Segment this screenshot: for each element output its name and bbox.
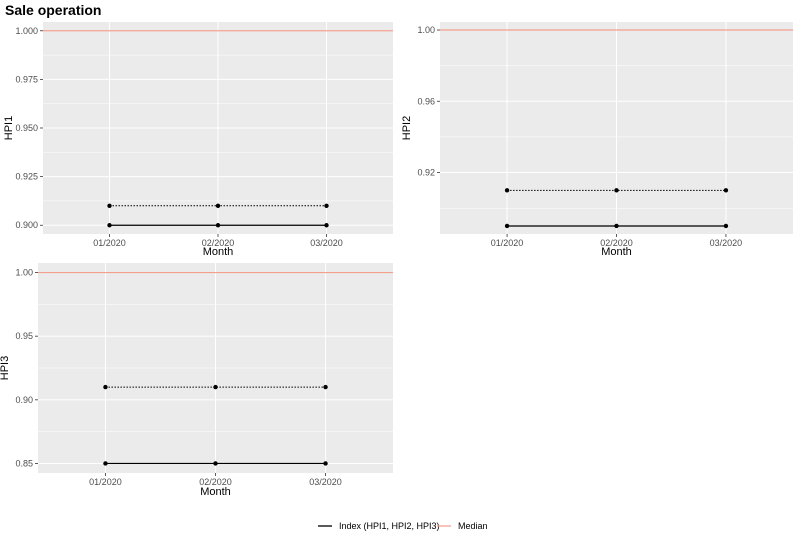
data-point (213, 384, 218, 390)
y-tick-label: 0.96 (417, 96, 435, 106)
legend-label: Index (HPI1, HPI2, HPI3) (339, 521, 440, 531)
data-point (323, 461, 328, 466)
y-tick-label: 0.925 (15, 172, 38, 182)
data-point (723, 223, 729, 229)
data-point (324, 203, 329, 208)
data-point (103, 461, 108, 466)
y-tick-label: 1.00 (15, 268, 33, 278)
legend: Index (HPI1, HPI2, HPI3) Median (318, 521, 488, 531)
x-tick-label: 02/2020 (600, 238, 633, 248)
y-tick-label: 0.92 (417, 168, 435, 178)
x-tick-label: 01/2020 (89, 477, 122, 487)
chart-panel-3: 0.85 0.90 0.95 1.00 01/2020 02/2020 03/2020 Mon… (0, 263, 393, 498)
y-axis-title: HPI2 (401, 116, 413, 140)
x-tick-label: 02/2020 (199, 477, 232, 487)
data-point (107, 203, 112, 208)
x-tick-label: 03/2020 (310, 238, 343, 248)
figure-title: Sale operation (5, 2, 101, 18)
legend-item: Index (HPI1, HPI2, HPI3) (318, 521, 440, 531)
data-point (323, 384, 328, 390)
data-point (324, 223, 329, 228)
data-point (614, 223, 619, 229)
chart-panel-2: 0.92 0.96 1.00 01/2020 02/2020 03/2020 Month HP… (401, 22, 793, 258)
y-tick-label: 0.95 (15, 331, 33, 341)
data-point (107, 223, 112, 228)
data-point (213, 461, 218, 466)
y-tick-label: 0.90 (15, 395, 33, 405)
x-tick-label: 03/2020 (710, 238, 743, 248)
y-axis-title: HPI3 (0, 356, 11, 380)
y-tick-label: 1.000 (15, 26, 38, 36)
y-tick-label: 1.00 (417, 25, 435, 35)
data-point (215, 223, 221, 228)
data-point (103, 384, 108, 390)
data-point (614, 188, 619, 193)
y-axis-title: HPI1 (3, 116, 15, 140)
x-tick-label: 01/2020 (93, 238, 126, 248)
data-point (215, 203, 221, 208)
x-tick-label: 01/2020 (491, 238, 524, 248)
y-tick-label: 0.950 (15, 123, 38, 133)
data-point (723, 188, 729, 193)
y-tick-label: 0.975 (15, 74, 38, 84)
data-point (504, 188, 510, 193)
y-tick-label: 0.900 (15, 220, 38, 230)
y-tick-label: 0.85 (15, 458, 33, 468)
x-tick-label: 02/2020 (202, 238, 235, 248)
legend-label: Median (458, 521, 488, 531)
x-tick-label: 03/2020 (309, 477, 342, 487)
x-axis-title: Month (200, 486, 231, 498)
chart-panel-1: 0.900 0.925 0.950 0.975 1.000 01/2020 02/2020 0… (3, 22, 393, 258)
x-axis-title: Month (601, 246, 632, 258)
data-point (504, 223, 510, 229)
legend-item: Median (437, 521, 488, 531)
x-axis-title: Month (203, 246, 234, 258)
